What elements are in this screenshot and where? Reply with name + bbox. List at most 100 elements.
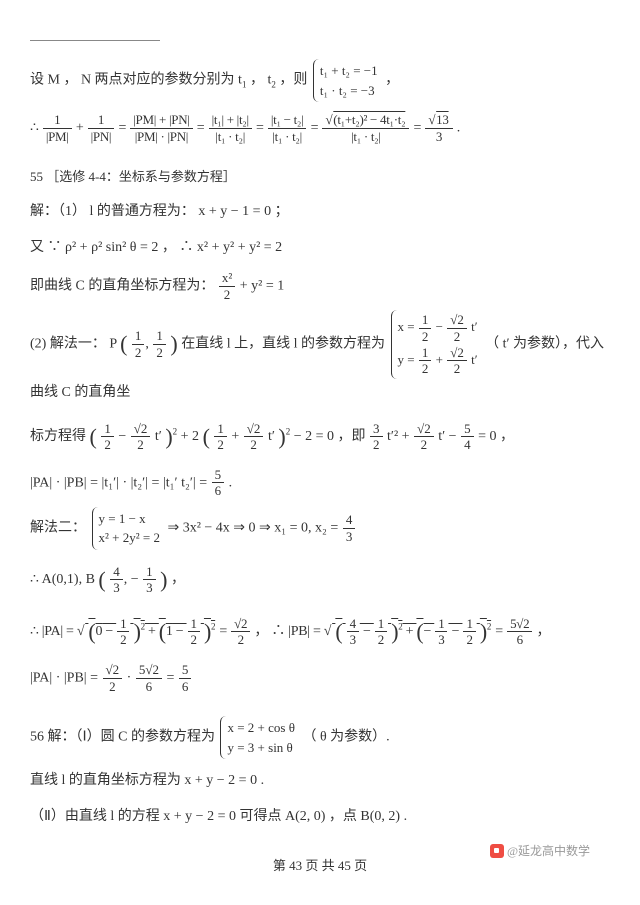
text: 页 共 — [305, 858, 338, 873]
text: 解法二： — [30, 521, 86, 536]
den: 3 — [110, 580, 123, 596]
den: 3 — [343, 529, 356, 545]
text: + 2 — [181, 429, 199, 444]
text: 即曲线 C 的直角坐标方程为： — [30, 279, 218, 294]
text: (2) 解法一： P — [30, 337, 117, 352]
text: 1 — [166, 624, 173, 639]
problem-55-head: 55 ［选修 4-4：坐标系与参数方程］ — [30, 164, 610, 190]
den: 6 — [136, 679, 162, 695]
para-1: 设 M ， N 两点对应的参数分别为 t1 ， t2 ，则 t₁ + t₂ = … — [30, 59, 610, 102]
op: = — [118, 120, 129, 135]
den: 2 — [244, 437, 264, 453]
text: ， — [171, 572, 185, 587]
para: 标方程得 ( 12 − √22 t′ )2 + 2 ( 12 + √22 t′ … — [30, 415, 610, 459]
den: 2 — [214, 437, 227, 453]
den: 6 — [507, 632, 532, 648]
num: 1 — [132, 328, 145, 345]
text: t′² + — [387, 429, 413, 444]
den: 3 — [143, 580, 156, 596]
para: ∴ A(0,1), B ( 43, − 13 ) ， — [30, 558, 610, 602]
den: 2 — [132, 345, 145, 361]
text: t′ — [471, 352, 477, 367]
num: 1 — [214, 421, 227, 438]
para: （Ⅱ）由直线 l 的方程 x + y − 2 = 0 可得点 A(2, 0) ，… — [30, 803, 610, 831]
para: 即曲线 C 的直角坐标方程为： x²2 + y² = 1 — [30, 270, 610, 302]
den: 2 — [375, 632, 387, 648]
den: 2 — [219, 287, 235, 303]
eq-row: y = 1 − x — [99, 509, 160, 529]
den: 2 — [188, 632, 200, 648]
system-2: x = 12 − √22 t′ y = 12 + √22 t′ — [391, 310, 482, 378]
equation-main-1: ∴ 1|PM| + 1|PN| = |PM| + |PN||PM| · |PN|… — [30, 112, 610, 144]
text: （ θ 为参数）. — [302, 730, 389, 745]
para: |PA| · |PB| = |t₁′| · |t₂′| = |t₁′ t₂′| … — [30, 467, 610, 499]
den: 2 — [131, 437, 151, 453]
den: 2 — [414, 437, 434, 453]
radicand: (t₁+t₂)² − 4t₁·t₂ — [332, 112, 406, 127]
header-rule — [30, 40, 160, 41]
eq-row: x = 2 + cos θ — [227, 718, 294, 738]
page-total: 45 — [338, 858, 351, 873]
num: 1 — [153, 328, 166, 345]
op: = — [311, 120, 322, 135]
text: |PA| · |PB| = |t₁′| · |t₂′| = |t₁′ t₂′| … — [30, 475, 211, 490]
den: 2 — [447, 329, 467, 345]
num: 1 — [101, 421, 114, 438]
den: 2 — [419, 361, 432, 377]
text: t′ — [471, 319, 477, 334]
num: √2 — [231, 616, 250, 633]
num: 1 — [375, 616, 387, 633]
text: − 2 = 0 ，即 — [294, 429, 369, 444]
num: 1 — [143, 564, 156, 581]
op: = — [256, 120, 267, 135]
op: + — [76, 120, 87, 135]
den: 2 — [117, 632, 129, 648]
num: √2 — [414, 421, 434, 438]
page-number: 43 — [289, 858, 302, 873]
text: . — [229, 475, 233, 490]
den: 2 — [103, 679, 123, 695]
text: 设 M ， N 两点对应的参数分别为 t — [30, 73, 242, 88]
num: 5 — [212, 467, 225, 484]
op: · — [127, 670, 135, 685]
num: 1 — [435, 616, 447, 633]
den: 2 — [370, 437, 383, 453]
eq-row: y = 3 + sin θ — [227, 738, 294, 758]
text: ⇒ 3x² − 4x ⇒ 0 ⇒ x₁ = 0, x₂ = — [167, 521, 341, 536]
num: |t₁ − t₂| — [268, 112, 307, 129]
num: 5 — [179, 662, 192, 679]
num: 1 — [43, 112, 72, 129]
den: 2 — [101, 437, 114, 453]
system-3: y = 1 − x x² + 2y² = 2 — [92, 507, 164, 550]
eq-row: t₁ · t₂ = −3 — [320, 81, 378, 101]
op: + — [436, 352, 447, 367]
den: 2 — [419, 329, 432, 345]
den: 3 — [347, 632, 359, 648]
num: √2 — [131, 421, 151, 438]
text: 在直线 l 上，直线 l 的参数方程为 — [181, 337, 385, 352]
den: 2 — [231, 632, 250, 648]
text: 第 — [273, 858, 289, 873]
para: |PA| · |PB| = √22 · 5√26 = 56 — [30, 662, 610, 694]
text: ∴ — [30, 120, 42, 135]
den: 3 — [425, 129, 452, 145]
num: √2 — [103, 662, 123, 679]
text: 标方程得 — [30, 429, 86, 444]
op: − — [436, 319, 447, 334]
para-method2: 解法二： y = 1 − x x² + 2y² = 2 ⇒ 3x² − 4x ⇒… — [30, 507, 610, 550]
op: = — [414, 120, 425, 135]
num: 5 — [461, 421, 474, 438]
den: 6 — [212, 483, 225, 499]
den: |t₁ · t₂| — [209, 129, 252, 145]
num: √2 — [447, 345, 467, 362]
eq-row: x² + 2y² = 2 — [99, 528, 160, 548]
den: |t₁ · t₂| — [322, 129, 409, 145]
den: 2 — [447, 361, 467, 377]
num: 4 — [110, 564, 123, 581]
problem-56: 56 解：（Ⅰ）圆 C 的参数方程为 x = 2 + cos θ y = 3 +… — [30, 716, 610, 759]
num: 4 — [347, 616, 359, 633]
num: 3 — [370, 421, 383, 438]
num: 1 — [419, 312, 432, 329]
system-4: x = 2 + cos θ y = 3 + sin θ — [220, 716, 298, 759]
text: ， — [385, 73, 399, 88]
